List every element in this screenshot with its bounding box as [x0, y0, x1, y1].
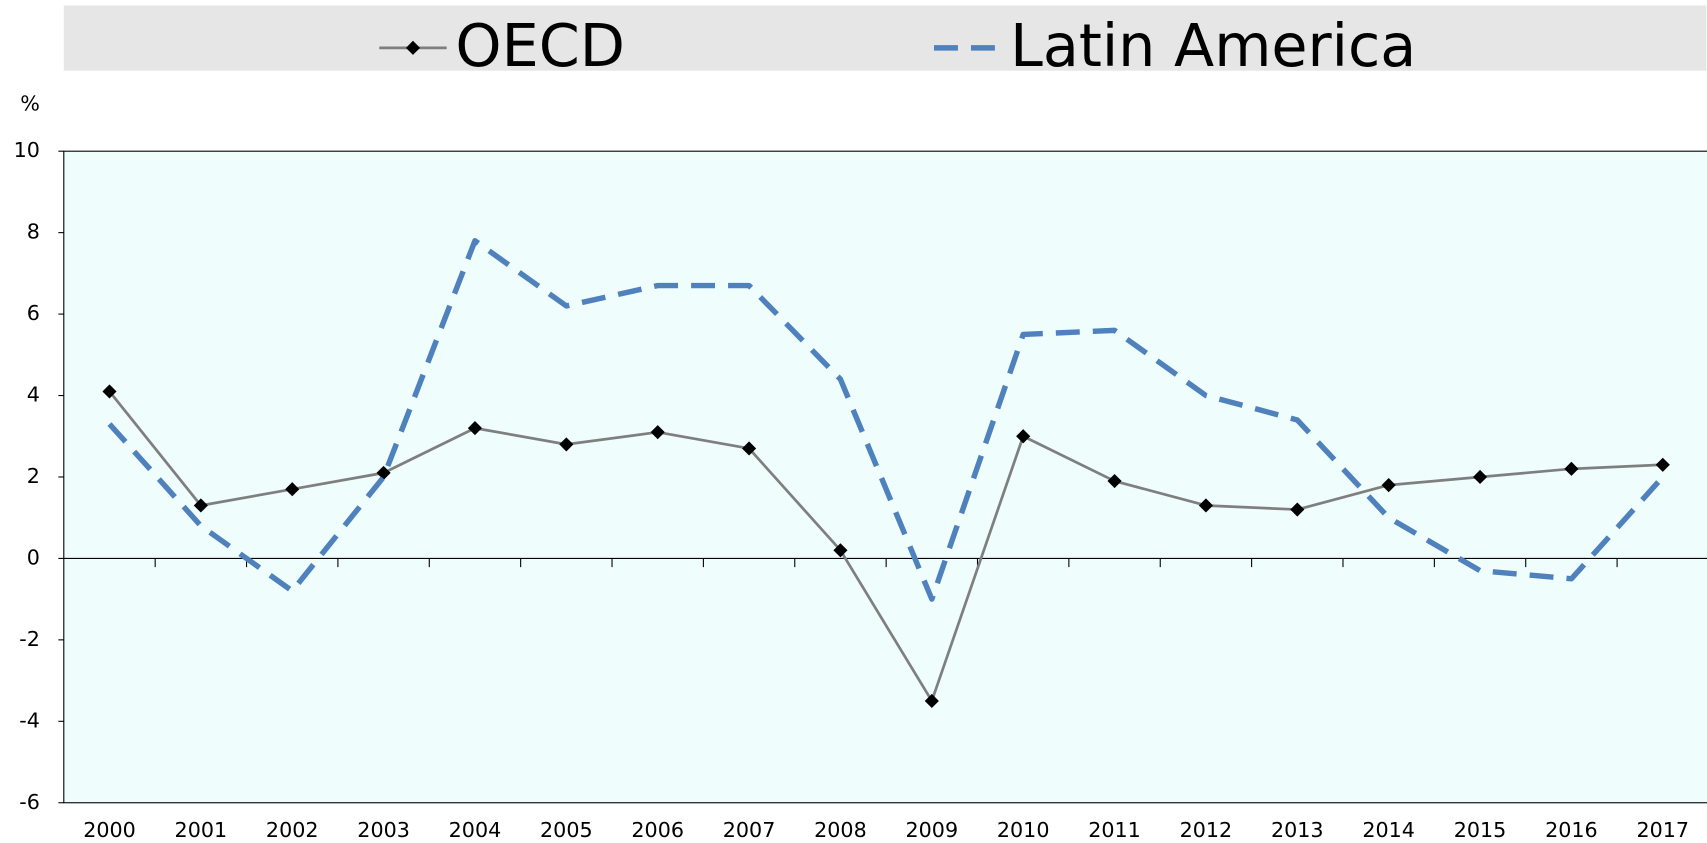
x-tick-label: 2015	[1454, 818, 1507, 842]
y-tick-label: -2	[19, 627, 40, 651]
x-tick-label: 2001	[175, 818, 228, 842]
x-tick-label: 2017	[1636, 818, 1689, 842]
y-tick-label: 8	[27, 220, 40, 244]
y-axis-unit: %	[20, 91, 40, 115]
series-line	[107, 238, 1665, 602]
marker	[467, 421, 483, 436]
marker	[102, 384, 117, 399]
y-tick-label: 0	[27, 545, 40, 569]
x-tick-label: 2012	[1180, 818, 1233, 842]
marker	[1290, 502, 1305, 517]
x-tick-label: 2014	[1362, 818, 1415, 842]
series-line	[108, 390, 1663, 703]
marker	[1381, 478, 1396, 493]
x-tick-label: 2004	[449, 818, 502, 842]
legend-background	[63, 5, 1707, 71]
legend-label: OECD	[455, 11, 625, 80]
x-tick-label: 2011	[1088, 818, 1141, 842]
x-tick-label: 2005	[540, 818, 593, 842]
marker	[924, 693, 939, 709]
marker	[559, 437, 574, 452]
x-tick-label: 2010	[997, 818, 1050, 842]
x-tick-label: 2003	[357, 818, 410, 842]
y-tick-label: -4	[19, 708, 40, 732]
legend-label: Latin America	[1010, 11, 1416, 80]
y-tick-label: 10	[14, 138, 40, 162]
x-tick-label: 2009	[906, 818, 959, 842]
y-tick-label: 6	[27, 301, 40, 325]
x-tick-label: 2013	[1271, 818, 1324, 842]
x-tick-label: 2008	[814, 818, 867, 842]
x-tick-label: 2007	[723, 818, 776, 842]
x-tick-label: 2000	[83, 818, 136, 842]
marker	[1564, 461, 1579, 476]
marker	[1472, 469, 1488, 485]
x-tick-label: 2006	[631, 818, 684, 842]
x-tick-label: 2002	[266, 818, 319, 842]
y-tick-label: 2	[27, 464, 40, 488]
x-tick-label: 2016	[1545, 818, 1598, 842]
y-tick-label: -6	[19, 790, 40, 814]
y-tick-label: 4	[27, 383, 40, 407]
marker	[1016, 429, 1031, 444]
plot-area	[63, 150, 1707, 804]
